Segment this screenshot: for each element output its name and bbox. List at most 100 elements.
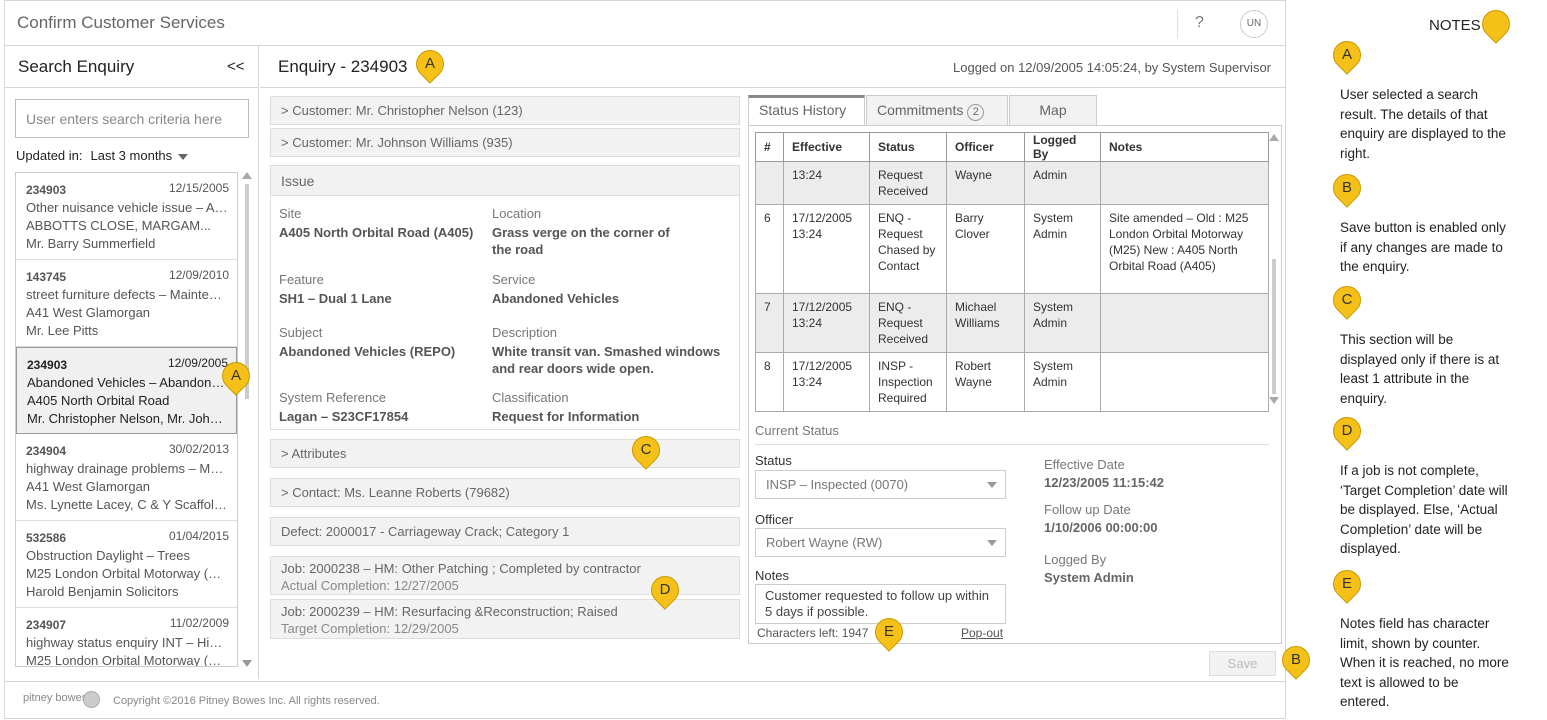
search-result-item[interactable]: 234907 11/02/2009 highway status enquiry… xyxy=(16,608,237,667)
customer-section-2[interactable]: > Customer: Mr. Johnson Williams (935) xyxy=(270,128,740,157)
callout-letter: A xyxy=(230,367,241,384)
enquiry-header: Enquiry - 234903 Logged on 12/09/2005 14… xyxy=(260,46,1285,88)
cell-notes xyxy=(1100,352,1269,412)
table-row[interactable]: 8 17/12/2005 13:24 INSP - Inspection Req… xyxy=(755,352,1269,412)
col-officer-header[interactable]: Officer xyxy=(946,132,1025,162)
cell-logged-by: System Admin xyxy=(1024,352,1101,412)
result-customer: Mr. Christopher Nelson, Mr. Johnson Will… xyxy=(27,411,227,426)
callout-letter: E xyxy=(1341,575,1352,592)
help-icon[interactable]: ? xyxy=(1195,14,1204,31)
description-field: Description White transit van. Smashed w… xyxy=(492,325,732,377)
collapse-panel-button[interactable]: << xyxy=(227,58,245,75)
note-pin-d: D xyxy=(1327,411,1367,451)
chevron-down-icon[interactable] xyxy=(987,482,997,488)
search-input[interactable] xyxy=(15,99,249,138)
col-status-header[interactable]: Status xyxy=(869,132,947,162)
tab-commitments[interactable]: Commitments 2 xyxy=(866,95,1008,126)
classification-value: Request for Information xyxy=(492,409,640,424)
callout-letter: D xyxy=(1341,422,1353,439)
tab-map[interactable]: Map xyxy=(1009,95,1097,126)
job-2-completion: Target Completion: 12/29/2005 xyxy=(281,621,459,636)
col-effective-header[interactable]: Effective xyxy=(783,132,870,162)
cell-status: INSP - Inspection Required xyxy=(869,352,947,412)
table-row[interactable]: 7 17/12/2005 13:24 ENQ - Request Receive… xyxy=(755,293,1269,353)
col-notes-header[interactable]: Notes xyxy=(1100,132,1269,162)
description-label: Description xyxy=(492,325,558,340)
contact-section[interactable]: > Contact: Ms. Leanne Roberts (79682) xyxy=(270,478,740,507)
scroll-down-icon[interactable] xyxy=(242,660,252,667)
search-panel-title: Search Enquiry xyxy=(18,57,135,76)
search-result-item[interactable]: 234903 12/15/2005 Other nuisance vehicle… xyxy=(16,173,237,260)
note-pin-e: E xyxy=(1327,564,1367,604)
table-row[interactable]: 6 17/12/2005 13:24 ENQ - Request Chased … xyxy=(755,204,1269,294)
cell-status: ENQ - Request Received xyxy=(869,293,947,353)
chevron-down-icon[interactable] xyxy=(987,540,997,546)
defect-section[interactable]: Defect: 2000017 - Carriageway Crack; Cat… xyxy=(270,517,740,546)
site-value: A405 North Orbital Road (A405) xyxy=(279,225,474,240)
feature-label: Feature xyxy=(279,272,324,287)
result-location: M25 London Orbital Motorway (M25) xyxy=(26,566,228,581)
result-location: M25 London Orbital Motorway (M25) xyxy=(26,653,228,667)
location-value: Grass verge on the corner of the road xyxy=(492,225,670,257)
officer-select[interactable]: Robert Wayne (RW) xyxy=(755,528,1006,557)
copyright-text: Copyright ©2016 Pitney Bowes Inc. All ri… xyxy=(113,695,380,707)
app-title: Confirm Customer Services xyxy=(17,13,225,32)
system-reference-value: Lagan – S23CF17854 xyxy=(279,409,409,424)
location-field: Location Grass verge on the corner of th… xyxy=(492,206,692,258)
issue-section: Issue Site A405 North Orbital Road (A405… xyxy=(270,165,740,430)
col-num-header[interactable]: # xyxy=(755,132,784,162)
search-results-list: 234903 12/15/2005 Other nuisance vehicle… xyxy=(15,172,238,667)
status-select[interactable]: INSP – Inspected (0070) xyxy=(755,470,1006,499)
search-result-item[interactable]: 532586 01/04/2015 Obstruction Daylight –… xyxy=(16,521,237,608)
classification-field: Classification Request for Information xyxy=(492,390,732,425)
subject-field: Subject Abandoned Vehicles (REPO) xyxy=(279,325,484,360)
result-type: highway drainage problems – Maintenance xyxy=(26,461,228,476)
characters-left-counter: Characters left: 1947 xyxy=(757,626,869,640)
top-bar-divider xyxy=(1177,10,1178,38)
result-type: highway status enquiry INT – Highways xyxy=(26,635,228,650)
history-scrollbar[interactable] xyxy=(1269,134,1279,404)
note-c-text: This section will be displayed only if t… xyxy=(1340,332,1500,406)
customer-section-1[interactable]: > Customer: Mr. Christopher Nelson (123) xyxy=(270,96,740,125)
table-row[interactable]: 13:24 Request Received Wayne Admin xyxy=(755,161,1269,205)
note-pin-c: C xyxy=(1327,280,1367,320)
search-panel: Search Enquiry << Updated in: Last 3 mont… xyxy=(5,46,259,679)
scroll-up-icon[interactable] xyxy=(242,172,252,179)
note-e-text: Notes field has character limit, shown b… xyxy=(1340,616,1509,709)
pitney-bowes-logo: pitney bowes xyxy=(23,692,88,704)
job-1-completion: Actual Completion: 12/27/2005 xyxy=(281,578,459,593)
scroll-up-icon[interactable] xyxy=(1269,134,1279,141)
search-result-item[interactable]: 234904 30/02/2013 highway drainage probl… xyxy=(16,434,237,521)
chevron-down-icon[interactable] xyxy=(178,153,189,160)
scroll-down-icon[interactable] xyxy=(1269,397,1279,404)
top-bar: Confirm Customer Services ? UN xyxy=(5,1,1285,46)
attributes-section[interactable]: > Attributes xyxy=(270,439,740,468)
result-customer: Mr. Lee Pitts xyxy=(26,323,99,338)
cell-effective: 17/12/2005 13:24 xyxy=(783,352,870,412)
site-field: Site A405 North Orbital Road (A405) xyxy=(279,206,474,241)
save-button[interactable]: Save xyxy=(1209,651,1276,676)
updated-in-value[interactable]: Last 3 months xyxy=(90,148,173,163)
col-logged-by-header[interactable]: Logged By xyxy=(1024,132,1101,162)
cell-effective: 17/12/2005 13:24 xyxy=(783,293,870,353)
note-pin-a: A xyxy=(1327,35,1367,75)
result-type: Abandoned Vehicles – Abandoned Vehicles xyxy=(27,375,227,390)
callout-letter: A xyxy=(1341,46,1352,63)
pop-out-link[interactable]: Pop-out xyxy=(961,626,1004,640)
result-customer: Mr. Barry Summerfield xyxy=(26,236,156,251)
results-scrollbar[interactable] xyxy=(242,172,252,667)
scroll-thumb[interactable] xyxy=(245,184,249,399)
callout-letter: C xyxy=(1341,291,1353,308)
notes-title: NOTES xyxy=(1429,17,1481,34)
callout-letter: C xyxy=(640,441,652,458)
search-result-item-selected[interactable]: 234903 12/09/2005 Abandoned Vehicles – A… xyxy=(16,347,237,434)
user-avatar[interactable]: UN xyxy=(1240,10,1268,38)
search-result-item[interactable]: 143745 12/09/2010 street furniture defec… xyxy=(16,260,237,347)
search-panel-header: Search Enquiry << xyxy=(5,46,258,88)
effective-date-value: 12/23/2005 11:15:42 xyxy=(1044,475,1164,490)
tab-status-history[interactable]: Status History xyxy=(748,95,865,126)
scroll-thumb[interactable] xyxy=(1272,259,1276,394)
note-d-text: If a job is not complete, ‘Target Comple… xyxy=(1340,463,1508,556)
updated-in-filter[interactable]: Updated in: Last 3 months xyxy=(16,148,189,163)
classification-label: Classification xyxy=(492,390,569,405)
